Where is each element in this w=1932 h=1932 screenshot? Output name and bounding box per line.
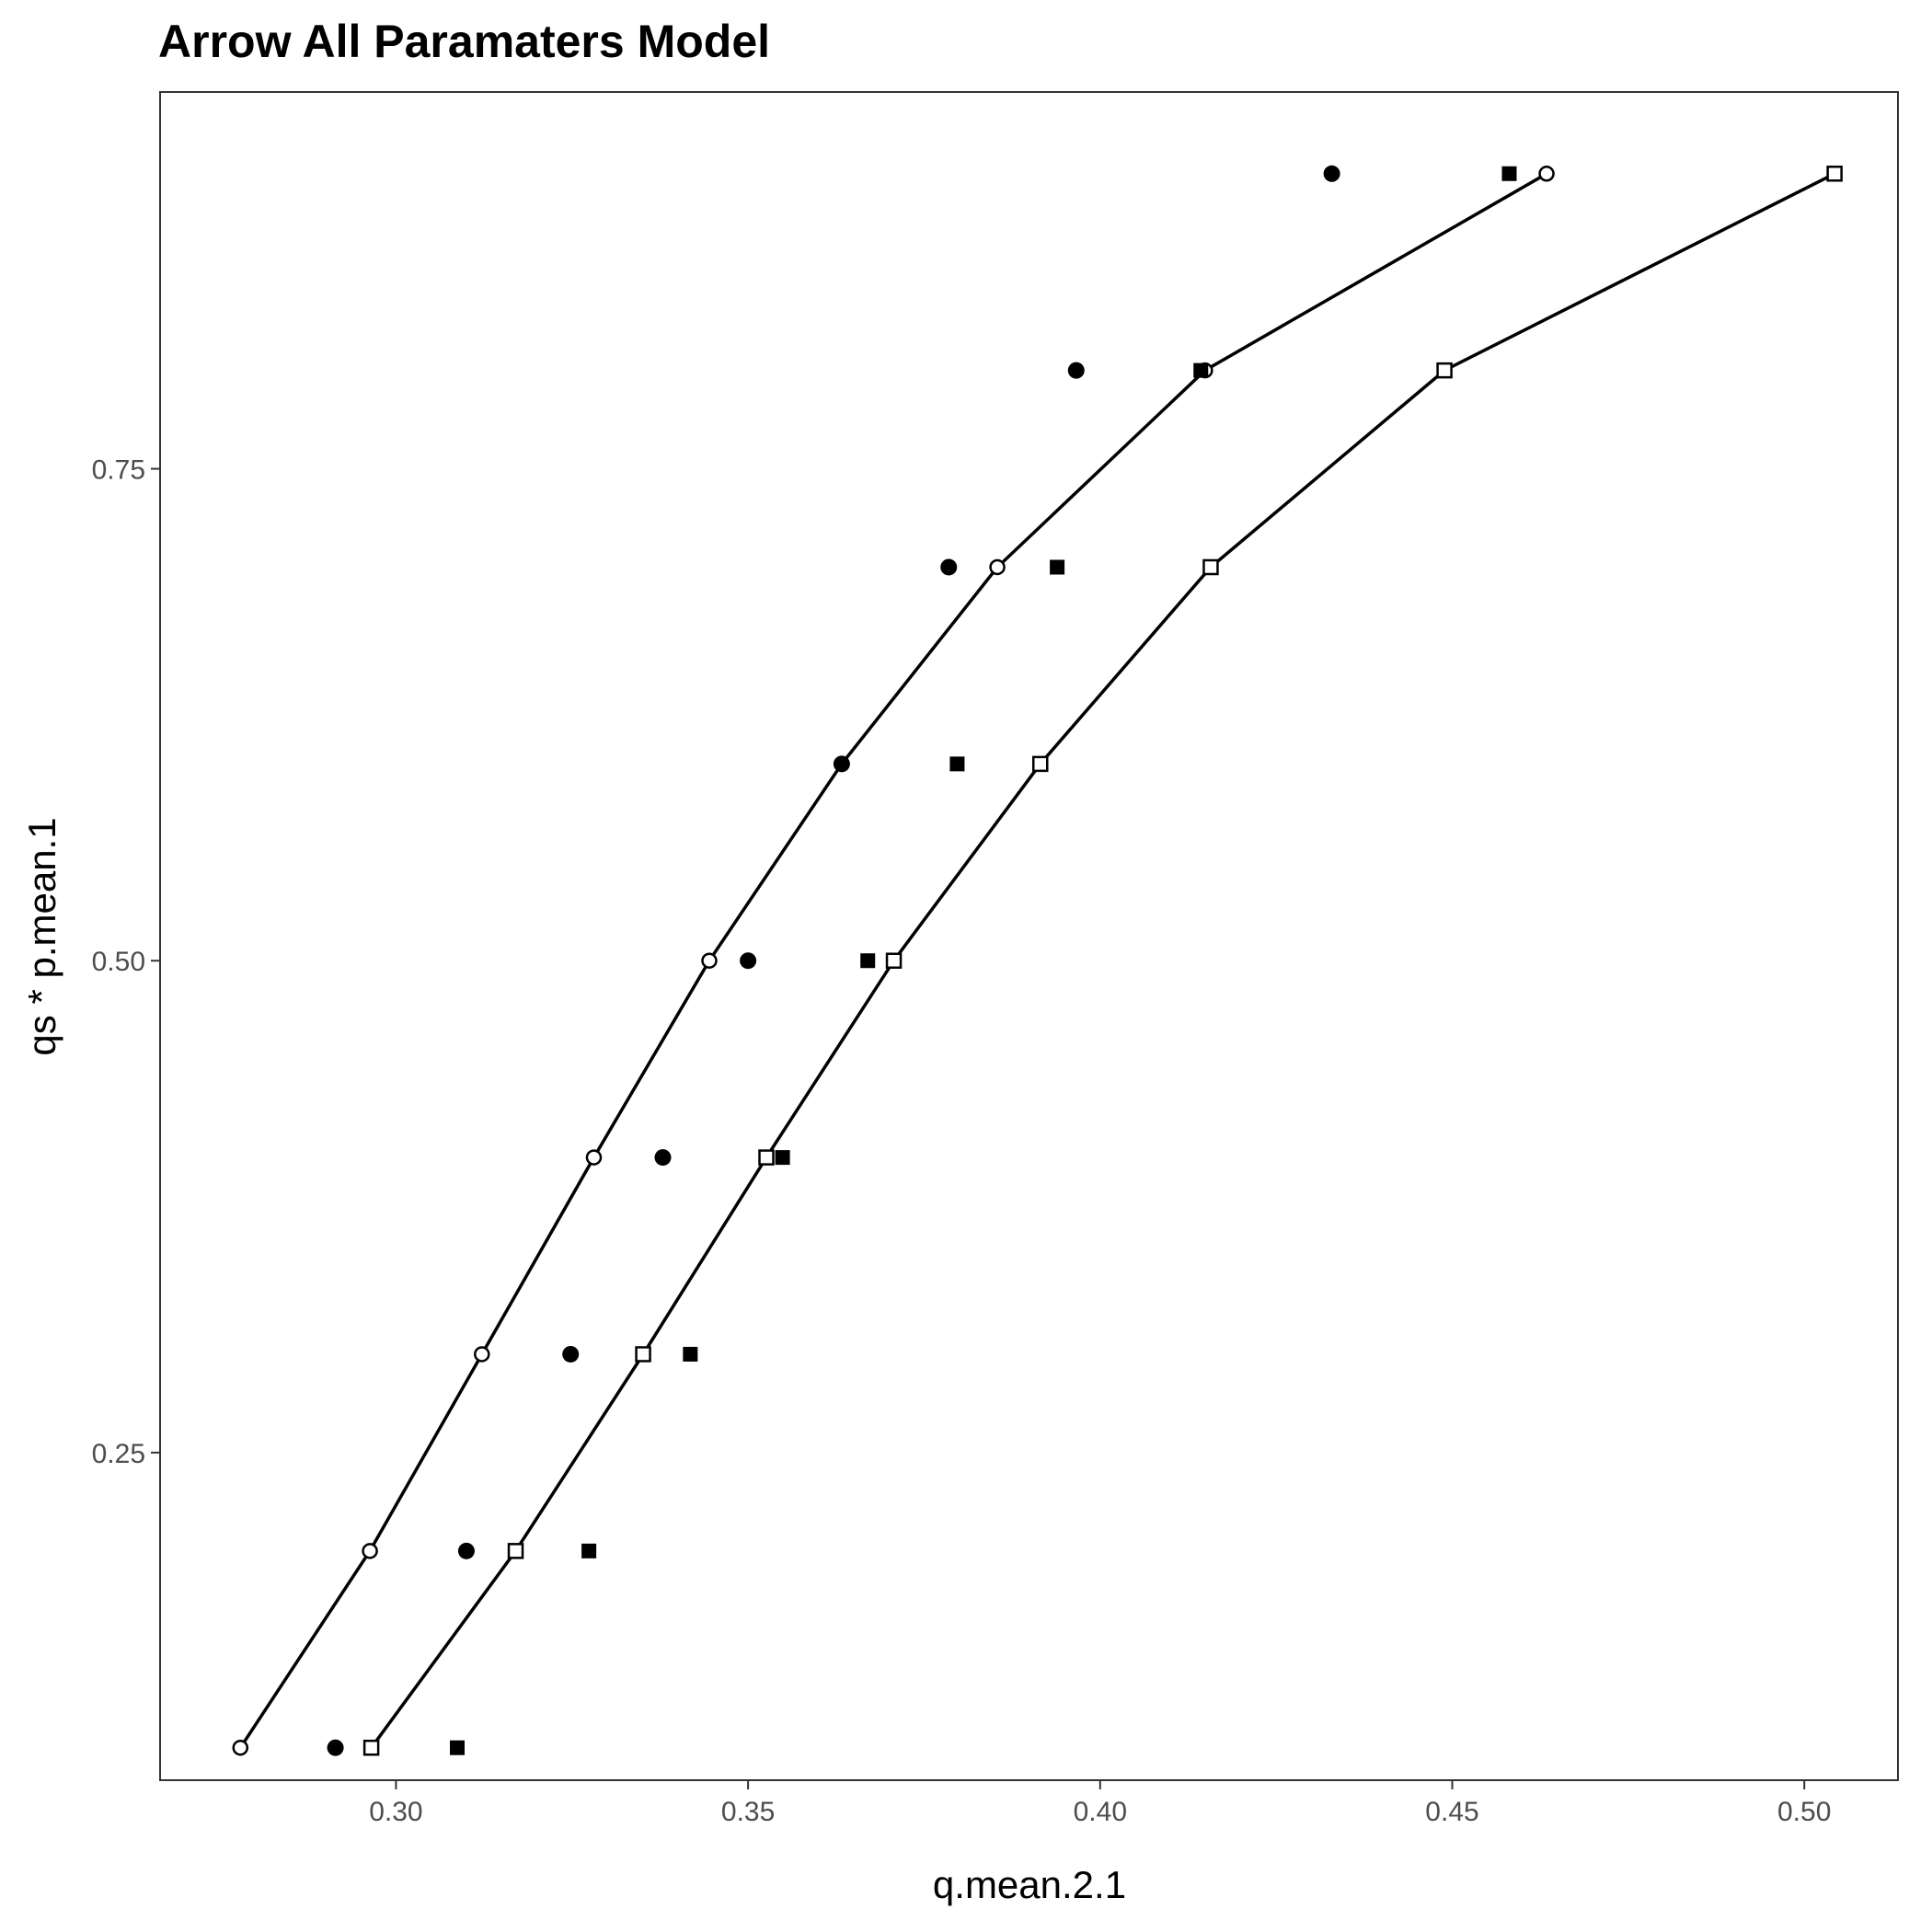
open-square-point — [362, 1739, 380, 1756]
filled-circle-point — [740, 952, 757, 970]
filled-square-point — [860, 953, 876, 969]
filled-circle-point — [833, 755, 850, 773]
filled-square-point — [683, 1346, 698, 1362]
open-square-point — [1202, 558, 1219, 576]
x-axis: 0.30 0.35 0.40 0.45 0.50 — [369, 1780, 1831, 1827]
open-circle-point — [1538, 166, 1555, 182]
x-tick-label: 0.50 — [1777, 1797, 1831, 1827]
filled-square-point — [949, 756, 965, 772]
open-square-point — [1031, 755, 1049, 773]
filled-circle-point — [1323, 165, 1340, 182]
filled-circle-point — [940, 558, 958, 576]
x-axis-label: q.mean.2.1 — [933, 1863, 1126, 1906]
y-tick-label: 0.75 — [92, 455, 145, 486]
y-tick-label: 0.50 — [92, 947, 145, 977]
x-tick-label: 0.30 — [369, 1797, 422, 1827]
open-square-point — [758, 1149, 775, 1166]
open-square-point — [507, 1543, 524, 1559]
y-axis-label: qs * p.mean.1 — [20, 817, 63, 1055]
open-square-point — [635, 1346, 651, 1363]
x-tick-label: 0.45 — [1425, 1797, 1478, 1827]
open-circle-point — [362, 1543, 378, 1559]
open-circle-point — [701, 952, 718, 969]
filled-square-point — [581, 1543, 597, 1558]
open-square-point — [885, 952, 903, 969]
filled-square-point — [1193, 362, 1209, 378]
filled-circle-point — [562, 1345, 580, 1363]
chart-title: Arrow All Paramaters Model — [158, 16, 770, 67]
x-tick-label: 0.40 — [1074, 1797, 1127, 1827]
filled-square-point — [449, 1740, 465, 1755]
filled-circle-point — [457, 1542, 475, 1559]
x-tick-label: 0.35 — [721, 1797, 775, 1827]
open-circle-point — [232, 1739, 249, 1756]
filled-square-point — [775, 1150, 790, 1166]
filled-circle-point — [1067, 362, 1085, 379]
open-circle-point — [989, 558, 1006, 576]
y-axis: 0.25 0.50 0.75 — [92, 455, 160, 1469]
filled-square-point — [1050, 559, 1065, 575]
open-circle-point — [474, 1346, 490, 1363]
open-square-point — [1436, 362, 1453, 379]
open-circle-point — [585, 1149, 603, 1166]
y-tick-label: 0.25 — [92, 1439, 145, 1469]
filled-circle-point — [327, 1739, 344, 1756]
plot-panel — [159, 91, 1899, 1781]
series-layer — [232, 165, 1843, 1756]
filled-circle-point — [654, 1149, 672, 1167]
open-square-point — [1826, 166, 1843, 182]
filled-square-point — [1501, 166, 1517, 181]
